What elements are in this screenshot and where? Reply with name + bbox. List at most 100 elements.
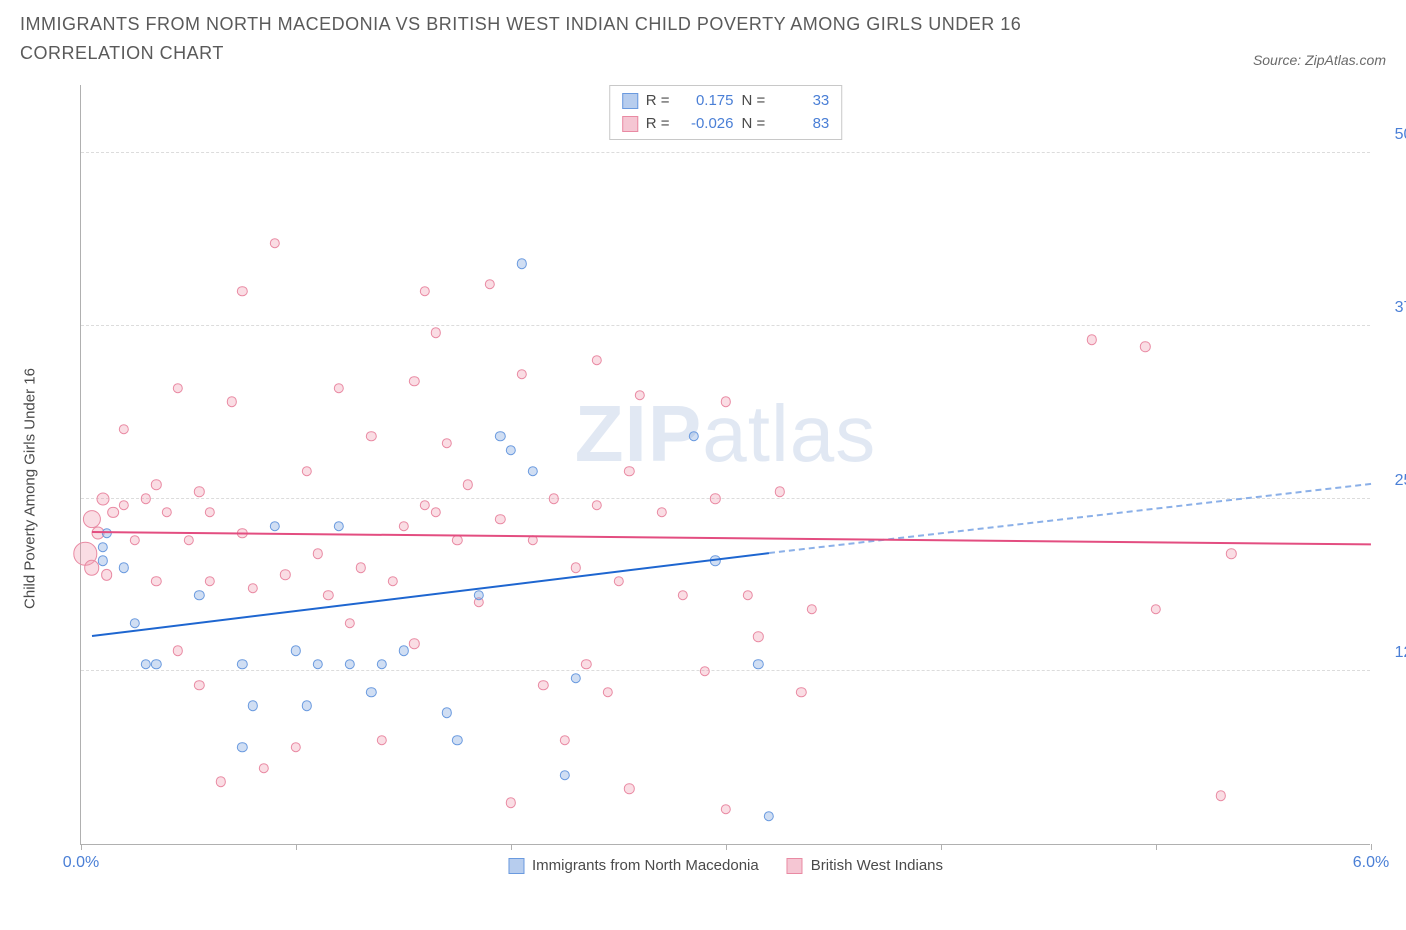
scatter-point <box>130 535 140 545</box>
scatter-point <box>205 507 215 517</box>
scatter-point <box>431 507 441 517</box>
y-tick-label: 12.5% <box>1395 644 1406 662</box>
scatter-point <box>624 784 634 794</box>
scatter-point <box>409 638 419 648</box>
scatter-point <box>302 466 312 476</box>
scatter-point <box>463 480 473 490</box>
y-tick-label: 50.0% <box>1395 126 1406 144</box>
scatter-point <box>269 521 279 531</box>
plot-region: ZIPatlas R = 0.175 N = 33 R = -0.026 N =… <box>80 85 1370 845</box>
r-label: R = <box>646 90 670 113</box>
scatter-point <box>388 576 398 586</box>
scatter-point <box>624 466 634 476</box>
scatter-point <box>377 659 387 669</box>
trend-line <box>92 531 1371 545</box>
x-tick-label: 6.0% <box>1353 854 1389 872</box>
scatter-point <box>495 431 505 441</box>
scatter-point <box>366 431 376 441</box>
scatter-point <box>312 659 322 669</box>
scatter-point <box>194 680 204 690</box>
scatter-point <box>151 576 161 586</box>
scatter-point <box>517 369 527 379</box>
scatter-point <box>302 701 312 711</box>
legend-label-blue: Immigrants from North Macedonia <box>532 857 759 874</box>
scatter-point <box>194 486 204 496</box>
scatter-point <box>194 590 204 600</box>
scatter-point <box>119 500 129 510</box>
scatter-point <box>710 493 720 503</box>
scatter-point <box>237 659 247 669</box>
scatter-point <box>409 376 419 386</box>
scatter-point <box>699 666 709 676</box>
scatter-point <box>635 390 645 400</box>
scatter-point <box>97 556 107 566</box>
scatter-point <box>484 279 494 289</box>
scatter-point <box>398 645 408 655</box>
scatter-point <box>452 735 462 745</box>
x-tick <box>1156 844 1157 850</box>
scatter-point <box>345 618 355 628</box>
scatter-point <box>398 521 408 531</box>
x-tick <box>941 844 942 850</box>
scatter-point <box>753 632 763 642</box>
scatter-point <box>764 811 774 821</box>
scatter-point <box>603 687 613 697</box>
scatter-point <box>656 507 666 517</box>
chart-title: IMMIGRANTS FROM NORTH MACEDONIA VS BRITI… <box>20 10 1120 68</box>
scatter-point <box>560 735 570 745</box>
scatter-point <box>355 562 365 572</box>
scatter-point <box>689 431 699 441</box>
scatter-point <box>506 797 516 807</box>
scatter-point <box>506 445 516 455</box>
n-value-pink: 83 <box>773 113 829 136</box>
scatter-point <box>560 770 570 780</box>
n-value-blue: 33 <box>773 90 829 113</box>
scatter-point <box>592 355 602 365</box>
legend-swatch-pink <box>787 858 803 874</box>
y-tick-label: 37.5% <box>1395 299 1406 317</box>
scatter-point <box>549 493 559 503</box>
scatter-point <box>527 466 537 476</box>
scatter-point <box>151 659 161 669</box>
scatter-point <box>312 549 322 559</box>
scatter-point <box>280 569 290 579</box>
legend-item-blue: Immigrants from North Macedonia <box>508 857 759 874</box>
legend-swatch-pink <box>622 116 638 132</box>
x-tick <box>1371 844 1372 850</box>
scatter-point <box>130 618 140 628</box>
legend-swatch-blue <box>508 858 524 874</box>
scatter-point <box>570 673 580 683</box>
stats-row-blue: R = 0.175 N = 33 <box>622 90 830 113</box>
scatter-point <box>377 735 387 745</box>
stats-row-pink: R = -0.026 N = 83 <box>622 113 830 136</box>
scatter-point <box>162 507 172 517</box>
scatter-point <box>248 701 258 711</box>
chart-area: Child Poverty Among Girls Under 16 ZIPat… <box>60 85 1370 875</box>
scatter-point <box>420 286 430 296</box>
r-label: R = <box>646 113 670 136</box>
scatter-point <box>291 742 301 752</box>
scatter-point <box>796 687 806 697</box>
source-label: Source: ZipAtlas.com <box>1253 52 1386 68</box>
scatter-point <box>592 500 602 510</box>
legend-swatch-blue <box>622 93 638 109</box>
r-value-blue: 0.175 <box>678 90 734 113</box>
scatter-point <box>119 562 129 572</box>
scatter-point <box>366 687 376 697</box>
gridline <box>81 152 1370 153</box>
x-tick <box>81 844 82 850</box>
scatter-point <box>1086 334 1096 344</box>
gridline <box>81 498 1370 499</box>
scatter-point <box>237 286 247 296</box>
scatter-point <box>205 576 215 586</box>
scatter-point <box>140 659 150 669</box>
scatter-point <box>107 507 119 519</box>
scatter-point <box>807 604 817 614</box>
scatter-point <box>140 493 150 503</box>
scatter-point <box>721 804 731 814</box>
scatter-point <box>291 645 301 655</box>
x-tick-label: 0.0% <box>63 854 99 872</box>
scatter-point <box>570 562 580 572</box>
x-tick <box>511 844 512 850</box>
scatter-point <box>173 645 183 655</box>
